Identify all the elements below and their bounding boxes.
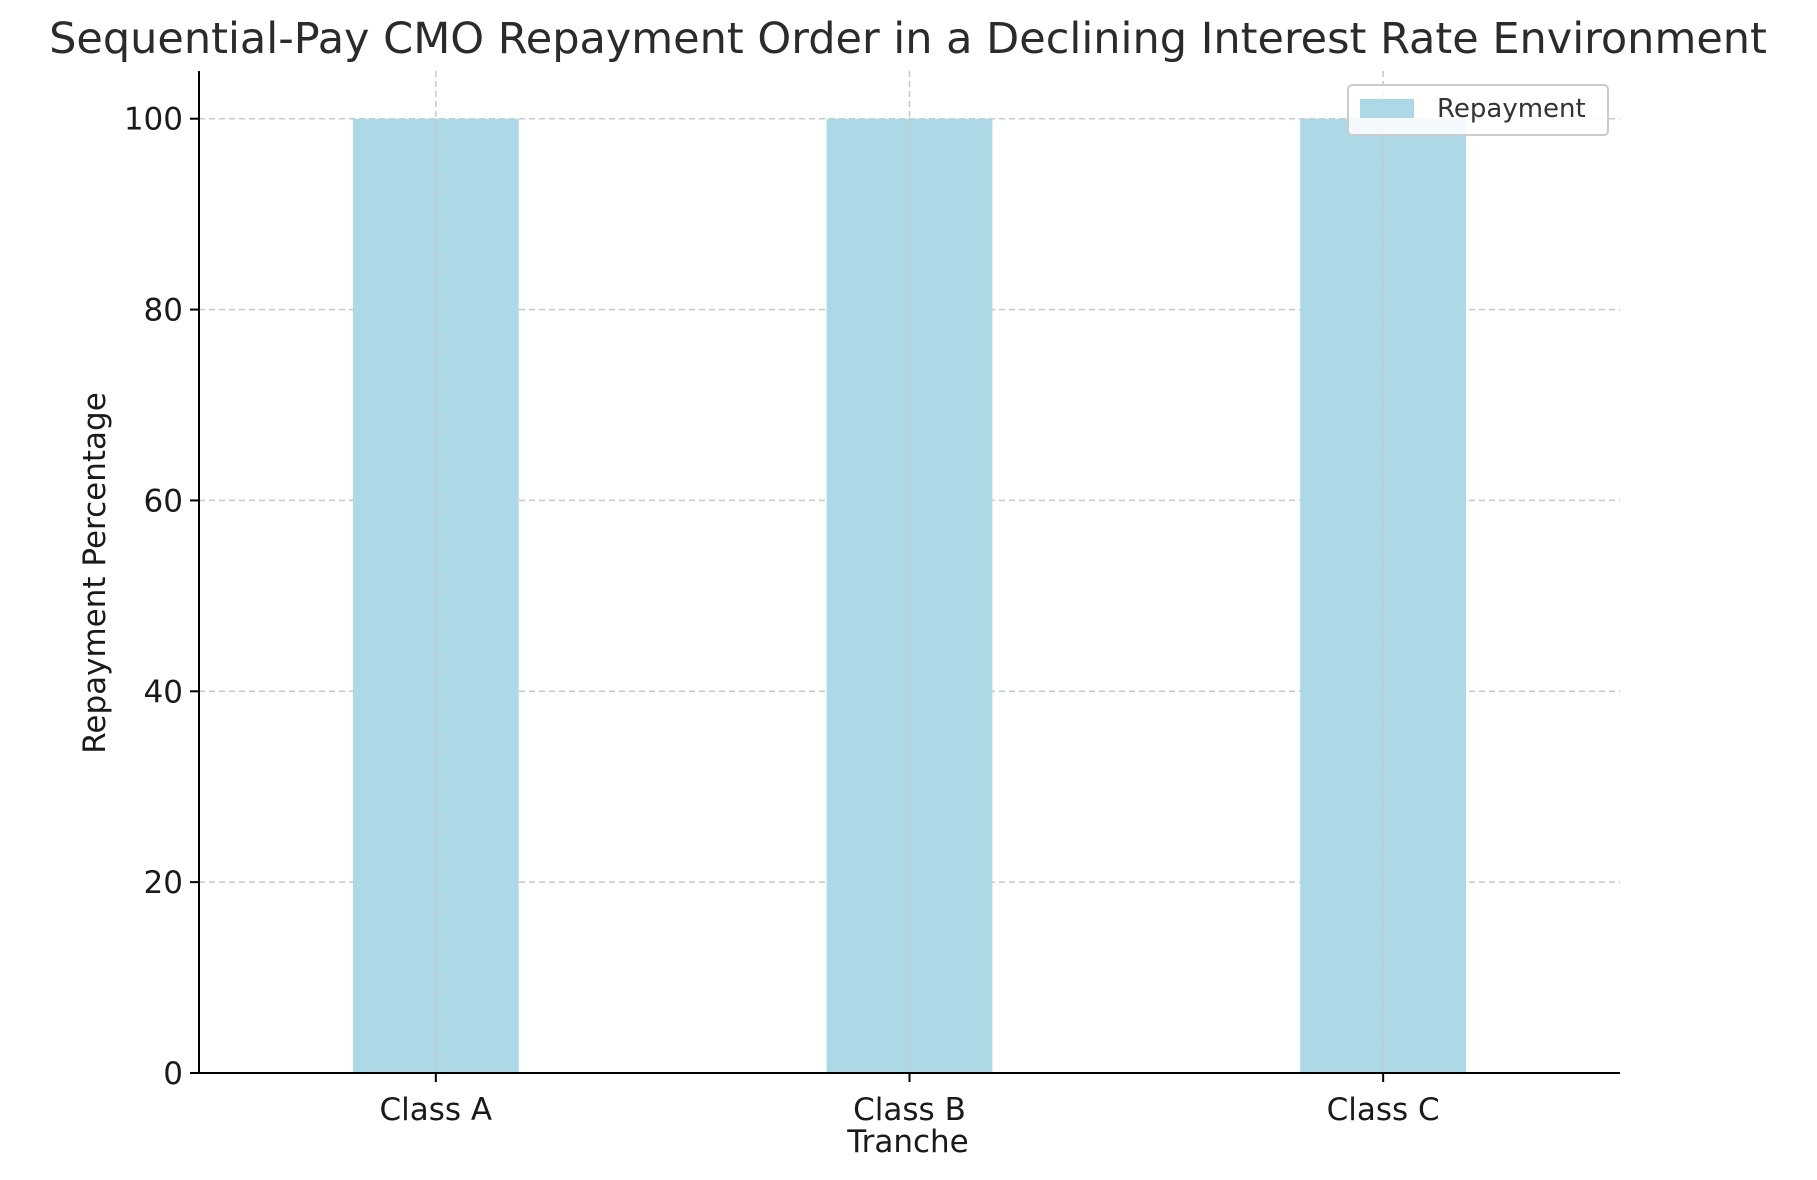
legend-frame — [1347, 84, 1609, 136]
x-ticks: Class A Class B Class C — [380, 1073, 1440, 1128]
y-tick-label: 100 — [124, 102, 183, 138]
x-tick-label: Class A — [380, 1092, 493, 1128]
chart-title: Sequential-Pay CMO Repayment Order in a … — [49, 14, 1767, 64]
y-axis-label: Repayment Percentage — [77, 392, 113, 754]
x-tick-label: Class B — [853, 1092, 966, 1128]
legend-swatch — [1360, 99, 1414, 118]
legend: Repayment — [1347, 84, 1609, 136]
y-tick-label: 0 — [163, 1056, 183, 1092]
y-tick-label: 40 — [144, 674, 183, 710]
y-tick-label: 60 — [144, 483, 183, 519]
legend-label: Repayment — [1437, 94, 1586, 124]
y-ticks: 0 20 40 60 80 100 — [124, 102, 199, 1092]
y-tick-label: 80 — [144, 293, 183, 329]
x-tick-label: Class C — [1327, 1092, 1440, 1128]
vertical-grid — [435, 71, 1384, 1073]
x-axis-label: Tranche — [846, 1124, 969, 1160]
y-tick-label: 20 — [144, 865, 183, 901]
